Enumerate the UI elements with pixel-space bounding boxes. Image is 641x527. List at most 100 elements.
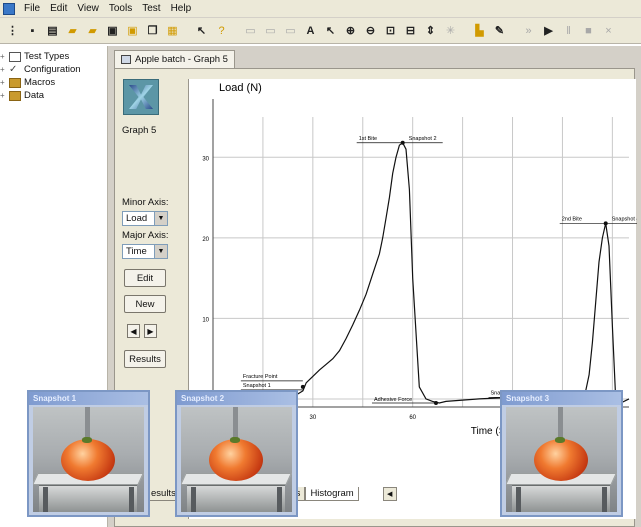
annotation-label: Adhesive Force bbox=[374, 397, 412, 403]
fixture-base bbox=[39, 485, 137, 512]
open-folder-icon[interactable]: ▰ bbox=[68, 25, 77, 37]
toolbar: ⋮ ▪ ▤ ▰ ▰ ▣ ▣ ❐ ▦ ↖ ? ▭ ▭ ▭ A ↖ ⊕ ⊖ ⊡ ⊟ … bbox=[0, 18, 641, 44]
tree-item-label: Test Types bbox=[24, 51, 70, 62]
expand-icon[interactable]: + bbox=[0, 91, 5, 100]
grid-icon[interactable]: ▦ bbox=[167, 25, 178, 37]
tree-item-label: Macros bbox=[24, 77, 56, 88]
disabled-icon: ✳ bbox=[445, 25, 456, 37]
expand-icon[interactable]: + bbox=[0, 78, 5, 87]
zoom-in-icon[interactable]: ⊕ bbox=[345, 25, 356, 37]
snapshot-window-2[interactable]: Snapshot 2 bbox=[175, 390, 298, 517]
major-axis-select[interactable]: Time ▼ bbox=[122, 244, 168, 259]
menu-view[interactable]: View bbox=[77, 2, 99, 14]
tree-item-data[interactable]: + Data bbox=[0, 89, 107, 102]
hint-icon[interactable]: ? bbox=[218, 24, 225, 37]
document-icon bbox=[9, 51, 21, 62]
cursor-icon[interactable]: ⇕ bbox=[425, 25, 436, 37]
expand-icon[interactable]: + bbox=[0, 52, 5, 61]
y-tick-label: 10 bbox=[202, 317, 209, 323]
snapshot-title: Snapshot 1 bbox=[29, 392, 148, 405]
graph-thumbnail-icon[interactable] bbox=[123, 79, 159, 115]
pause-icon: ‖ bbox=[566, 24, 571, 37]
annotation-label: 1st Bite bbox=[359, 136, 377, 142]
fixture-leg bbox=[191, 487, 196, 512]
panel-icon[interactable]: ▣ bbox=[127, 25, 138, 37]
fixture-base bbox=[512, 485, 610, 512]
menu-help[interactable]: Help bbox=[170, 2, 192, 14]
graph-name: Graph 5 bbox=[122, 125, 157, 136]
copy-icon[interactable]: ❐ bbox=[147, 25, 158, 37]
chevron-down-icon[interactable]: ▼ bbox=[154, 212, 167, 225]
tree-item-label: Data bbox=[24, 90, 45, 101]
disabled-icon: ▭ bbox=[285, 25, 296, 37]
snapshot-window-1[interactable]: Snapshot 1 bbox=[27, 390, 150, 517]
toolbar-separator bbox=[233, 22, 239, 39]
wrench-icon: ✓ bbox=[9, 63, 18, 75]
annotation-marker bbox=[433, 400, 438, 405]
results-button[interactable]: Results bbox=[124, 350, 166, 368]
expand-icon[interactable]: + bbox=[0, 65, 5, 74]
tools-icon[interactable]: ✎ bbox=[494, 25, 505, 37]
tree-item-test-types[interactable]: + Test Types bbox=[0, 50, 107, 63]
next-graph-button[interactable]: ▶ bbox=[144, 324, 157, 338]
tree-item-configuration[interactable]: + ✓ Configuration bbox=[0, 63, 107, 76]
previous-graph-button[interactable]: ◀ bbox=[127, 324, 140, 338]
edit-button[interactable]: Edit bbox=[124, 269, 166, 287]
pointer-icon[interactable]: ↖ bbox=[325, 25, 336, 37]
document-tab-label: Apple batch - Graph 5 bbox=[135, 54, 228, 65]
menu-file[interactable]: File bbox=[24, 2, 41, 14]
major-axis-value: Time bbox=[126, 246, 147, 257]
window-icon[interactable]: ▣ bbox=[107, 25, 118, 37]
context-help-icon[interactable]: ↖ bbox=[196, 25, 207, 37]
snapshot-window-3[interactable]: Snapshot 3 bbox=[500, 390, 623, 517]
print-icon[interactable]: ▤ bbox=[47, 25, 58, 37]
chevron-down-icon[interactable]: ▼ bbox=[154, 245, 167, 258]
tomato-sample bbox=[209, 439, 263, 481]
app-icon bbox=[3, 2, 15, 15]
text-tool-icon[interactable]: A bbox=[306, 24, 315, 37]
stop-icon: ■ bbox=[585, 24, 592, 37]
tomato-sample bbox=[61, 439, 115, 481]
folder-icon[interactable]: ▰ bbox=[88, 25, 97, 37]
annotation-label: Snapshot 2 bbox=[409, 136, 437, 142]
snapshot-title: Snapshot 2 bbox=[177, 392, 296, 405]
tomato-stem bbox=[230, 437, 240, 443]
scroll-left-icon[interactable]: ◀ bbox=[382, 487, 397, 501]
menu-tools[interactable]: Tools bbox=[108, 2, 133, 14]
snapshot-photo bbox=[33, 407, 144, 512]
load-series-line bbox=[213, 141, 630, 409]
fixture-base bbox=[187, 485, 285, 512]
fixture-leg bbox=[43, 487, 48, 512]
new-button[interactable]: New bbox=[124, 295, 166, 313]
document-tab[interactable]: Apple batch - Graph 5 bbox=[114, 50, 235, 68]
graph-logo bbox=[129, 85, 153, 109]
folder-icon bbox=[9, 77, 21, 88]
minor-axis-select[interactable]: Load ▼ bbox=[122, 211, 168, 226]
tomato-stem bbox=[555, 437, 565, 443]
tomato-stem bbox=[82, 437, 92, 443]
x-tick-label: 60 bbox=[409, 415, 416, 421]
zoom-box-icon[interactable]: ⊡ bbox=[385, 25, 396, 37]
y-tick-label: 20 bbox=[202, 237, 209, 243]
grip-icon: ⋮ bbox=[7, 25, 18, 37]
fit-icon[interactable]: ⊟ bbox=[405, 25, 416, 37]
annotation-marker bbox=[300, 384, 305, 389]
tree-item-macros[interactable]: + Macros bbox=[0, 76, 107, 89]
menu-edit[interactable]: Edit bbox=[50, 2, 68, 14]
graph-window-icon bbox=[121, 55, 131, 64]
zoom-out-icon[interactable]: ⊖ bbox=[365, 25, 376, 37]
snapshot-photo bbox=[181, 407, 292, 512]
menu-test[interactable]: Test bbox=[142, 2, 161, 14]
chart-icon[interactable]: ▙ bbox=[475, 25, 484, 37]
play-icon[interactable]: ▶ bbox=[544, 25, 553, 37]
annotation-label: Snapshot 4 bbox=[612, 216, 637, 222]
annotation-label: 2nd Bite bbox=[562, 216, 582, 222]
tab-histogram[interactable]: Histogram bbox=[305, 487, 359, 501]
minor-axis-value: Load bbox=[126, 213, 148, 224]
save-icon[interactable]: ▪ bbox=[30, 24, 35, 37]
menu-bar: File Edit View Tools Test Help bbox=[0, 0, 641, 18]
fixture-leg bbox=[129, 487, 134, 512]
disabled-icon: ▭ bbox=[265, 25, 276, 37]
fixture-leg bbox=[277, 487, 282, 512]
annotation-label: Fracture Point bbox=[243, 374, 278, 380]
